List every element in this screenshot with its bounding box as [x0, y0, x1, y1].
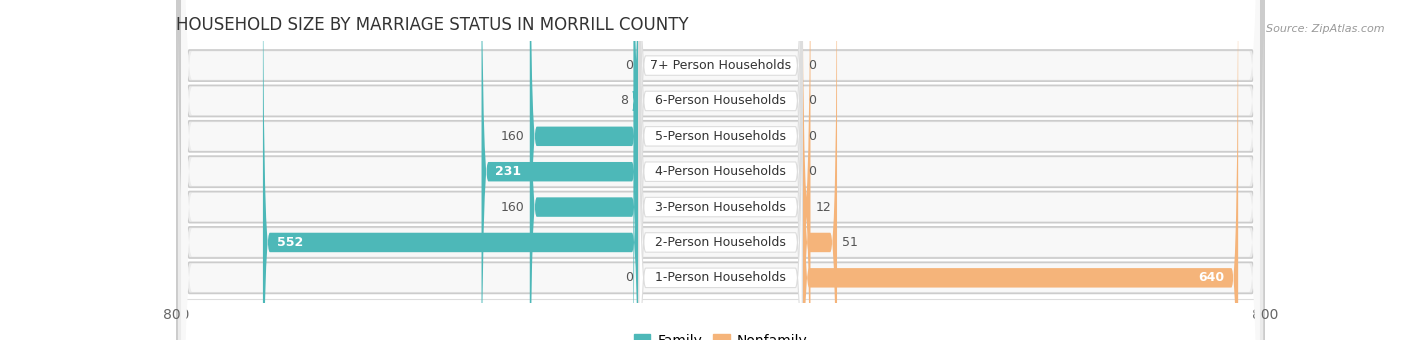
Text: Source: ZipAtlas.com: Source: ZipAtlas.com	[1267, 24, 1385, 34]
Text: 3-Person Households: 3-Person Households	[655, 201, 786, 214]
Text: 0: 0	[808, 95, 815, 107]
FancyBboxPatch shape	[803, 0, 1239, 340]
FancyBboxPatch shape	[181, 0, 1260, 340]
Text: 552: 552	[277, 236, 302, 249]
FancyBboxPatch shape	[530, 0, 638, 340]
FancyBboxPatch shape	[181, 0, 1260, 340]
FancyBboxPatch shape	[177, 0, 1264, 340]
FancyBboxPatch shape	[181, 0, 1260, 340]
Text: 0: 0	[808, 130, 815, 143]
FancyBboxPatch shape	[263, 0, 638, 340]
FancyBboxPatch shape	[181, 0, 1260, 340]
FancyBboxPatch shape	[638, 0, 803, 340]
Text: 160: 160	[501, 201, 524, 214]
FancyBboxPatch shape	[181, 0, 1260, 340]
FancyBboxPatch shape	[177, 0, 1264, 340]
FancyBboxPatch shape	[638, 0, 803, 340]
FancyBboxPatch shape	[177, 0, 1264, 340]
FancyBboxPatch shape	[530, 0, 638, 340]
FancyBboxPatch shape	[181, 0, 1260, 340]
Text: 640: 640	[1198, 271, 1225, 284]
FancyBboxPatch shape	[633, 0, 640, 340]
Text: 0: 0	[626, 271, 633, 284]
Text: 12: 12	[815, 201, 832, 214]
FancyBboxPatch shape	[481, 0, 638, 340]
Text: 1-Person Households: 1-Person Households	[655, 271, 786, 284]
Text: 5-Person Households: 5-Person Households	[655, 130, 786, 143]
FancyBboxPatch shape	[181, 0, 1260, 340]
Text: 0: 0	[808, 165, 815, 178]
FancyBboxPatch shape	[638, 0, 803, 340]
Text: 6-Person Households: 6-Person Households	[655, 95, 786, 107]
FancyBboxPatch shape	[638, 0, 803, 340]
FancyBboxPatch shape	[803, 0, 837, 340]
FancyBboxPatch shape	[177, 0, 1264, 340]
Text: HOUSEHOLD SIZE BY MARRIAGE STATUS IN MORRILL COUNTY: HOUSEHOLD SIZE BY MARRIAGE STATUS IN MOR…	[176, 16, 689, 34]
Legend: Family, Nonfamily: Family, Nonfamily	[628, 328, 813, 340]
FancyBboxPatch shape	[803, 0, 810, 340]
FancyBboxPatch shape	[177, 0, 1264, 340]
Text: 7+ Person Households: 7+ Person Households	[650, 59, 792, 72]
Text: 4-Person Households: 4-Person Households	[655, 165, 786, 178]
Text: 51: 51	[842, 236, 858, 249]
Text: 160: 160	[501, 130, 524, 143]
FancyBboxPatch shape	[638, 0, 803, 340]
Text: 0: 0	[626, 59, 633, 72]
Text: 8: 8	[620, 95, 628, 107]
Text: 0: 0	[808, 59, 815, 72]
Text: 2-Person Households: 2-Person Households	[655, 236, 786, 249]
Text: 231: 231	[495, 165, 522, 178]
FancyBboxPatch shape	[177, 0, 1264, 340]
FancyBboxPatch shape	[177, 0, 1264, 340]
FancyBboxPatch shape	[638, 0, 803, 340]
FancyBboxPatch shape	[638, 0, 803, 340]
